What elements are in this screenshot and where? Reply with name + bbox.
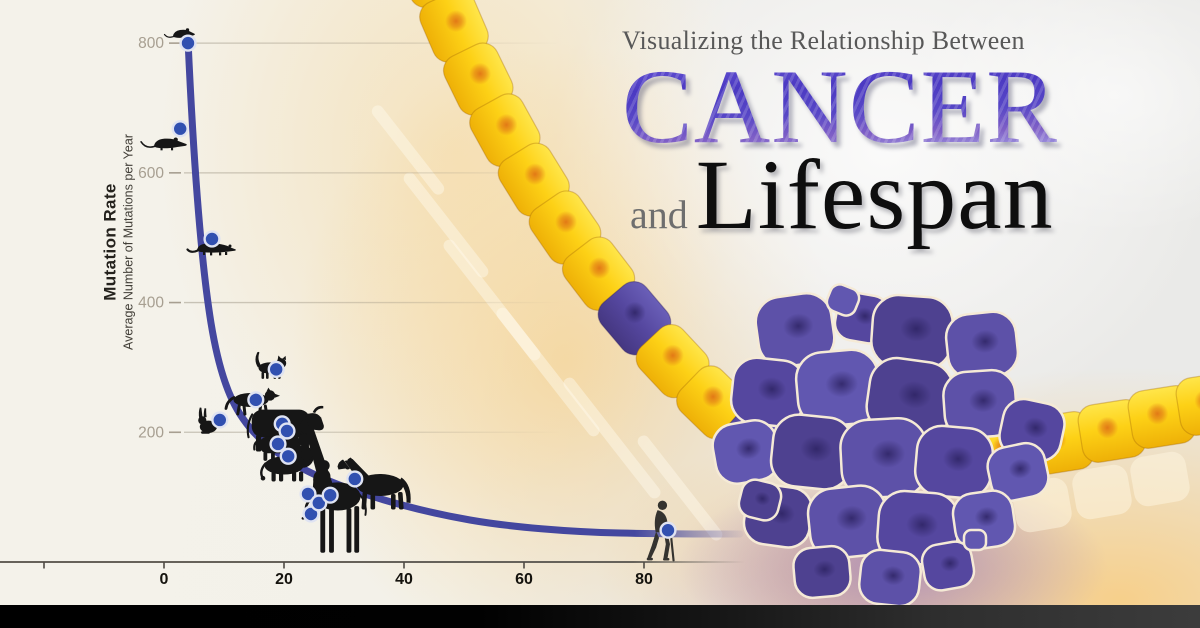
footer-strip [0, 605, 1200, 628]
data-point-mouse [179, 34, 197, 52]
ghost-cell [1072, 464, 1132, 520]
x-tick-label-20: 20 [275, 571, 293, 588]
echo-streak [563, 377, 661, 499]
cell-nucleus [495, 113, 518, 136]
x-tick-label-0: 0 [160, 571, 169, 588]
cell-nucleus [1096, 416, 1119, 439]
data-point-ferret [203, 230, 221, 248]
healthy-cell [469, 93, 541, 168]
y-axis-title: Mutation Rate Average Number of Mutation… [101, 134, 136, 350]
cell-nucleus [623, 301, 646, 324]
gridlines-and-yticks: 200 400 600 800 [138, 35, 560, 441]
tumor-cell [942, 368, 1018, 440]
tumor-cluster [711, 283, 1066, 608]
data-point-giraffe [321, 486, 339, 504]
cell-nucleus [661, 344, 684, 367]
tumor-cell [806, 484, 890, 560]
x-tick-label-80: 80 [635, 571, 653, 588]
data-point-colobus-monkey [299, 485, 317, 503]
tumor-cell [920, 540, 976, 592]
tumor-cell [962, 528, 988, 552]
y-axis-title-main: Mutation Rate [100, 183, 120, 301]
ghost-cell [1130, 451, 1190, 507]
tumor-cell [769, 413, 855, 491]
cell-nucleus [445, 10, 468, 33]
y-tick-label-800: 800 [138, 35, 164, 52]
horse-silhouette [337, 457, 411, 510]
tumor-cell [825, 283, 861, 317]
title-block: Visualizing the Relationship Between CAN… [622, 26, 1182, 250]
cell-nucleus [469, 62, 492, 85]
data-point-dog [247, 391, 265, 409]
echo-streak [403, 172, 489, 278]
data-point-rat [171, 120, 189, 138]
cell-nucleus [588, 257, 611, 280]
x-tick-label-60: 60 [515, 571, 533, 588]
tumor-cell [858, 548, 922, 608]
data-point-pig [278, 422, 296, 440]
x-axis: 0 20 40 60 80 [0, 561, 745, 588]
y-tick-label-600: 600 [138, 165, 164, 182]
data-point-human [659, 521, 677, 539]
data-point-cat [267, 360, 285, 378]
echo-streak [443, 239, 541, 361]
cell-nucleus [1146, 402, 1169, 425]
data-point-lion [279, 447, 297, 465]
data-points [171, 34, 677, 539]
healthy-cell [1077, 399, 1147, 463]
y-tick-label-400: 400 [138, 295, 164, 312]
x-tick-label-40: 40 [395, 571, 413, 588]
title-and: and [630, 191, 688, 237]
title-cancer: CANCER [622, 48, 1058, 165]
data-point-rabbit [211, 411, 229, 429]
echo-streak [496, 307, 600, 437]
cell-nucleus [555, 210, 578, 233]
data-point-horse [346, 470, 364, 488]
tumor-cell [792, 544, 852, 600]
tumor-cell [986, 441, 1050, 503]
title-lifespan: Lifespan [695, 138, 1054, 250]
data-point-langur-monkey [310, 494, 328, 512]
y-axis-title-sub: Average Number of Mutations per Year [121, 134, 136, 350]
healthy-cell [497, 142, 570, 217]
echo-streaks [371, 105, 723, 541]
cell-nucleus [702, 385, 725, 408]
rat-silhouette [140, 137, 187, 151]
y-tick-label-200: 200 [138, 424, 164, 441]
echo-streak [637, 435, 723, 541]
tumor-cell [737, 478, 783, 522]
tumor-cell [913, 424, 995, 500]
cell-nucleus [524, 163, 547, 186]
title-kicker: Visualizing the Relationship Between [622, 26, 1025, 55]
title-subrow: and Lifespan [630, 138, 1182, 250]
data-point-tiger [269, 435, 287, 453]
